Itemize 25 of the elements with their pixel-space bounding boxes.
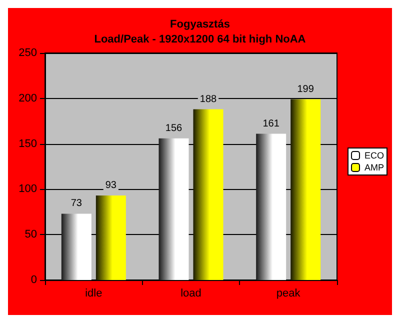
legend-label: AMP <box>364 162 384 172</box>
bar <box>193 109 224 280</box>
legend-label: ECO <box>364 150 384 160</box>
y-tick-label: 200 <box>18 92 37 104</box>
y-tick-label: 100 <box>18 183 37 196</box>
y-tick-label: 150 <box>18 138 37 150</box>
y-tick-label: 0 <box>30 274 37 286</box>
bar <box>290 99 321 280</box>
data-label: 161 <box>262 118 280 130</box>
chart-subtitle: Load/Peak - 1920x1200 64 bit high NoAA <box>94 34 306 46</box>
bar <box>158 138 189 280</box>
data-label: 199 <box>297 84 314 95</box>
chart-title: Fogyasztás <box>170 18 230 30</box>
data-label: 73 <box>70 198 82 210</box>
x-tick-label: load <box>180 288 202 300</box>
data-label: 188 <box>200 94 218 105</box>
bar <box>61 214 92 280</box>
y-tick-label: 50 <box>24 228 37 241</box>
data-label: 156 <box>165 122 183 134</box>
x-tick-label: idle <box>85 288 102 300</box>
data-label: 93 <box>105 180 117 192</box>
bar <box>256 134 286 280</box>
bar <box>96 196 126 280</box>
y-tick-label: 250 <box>18 47 37 59</box>
x-tick-label: peak <box>276 288 301 300</box>
